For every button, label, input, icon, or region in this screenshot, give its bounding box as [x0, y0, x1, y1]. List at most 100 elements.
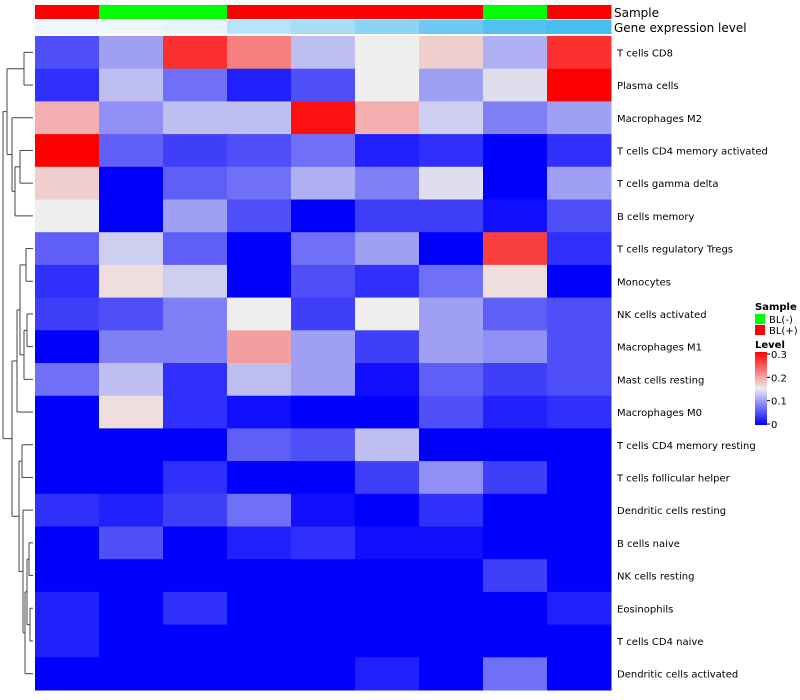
heatmap-cell [355, 428, 420, 462]
heatmap-cell [419, 134, 484, 168]
heatmap-cell [547, 461, 612, 495]
heatmap-cell [483, 591, 548, 626]
heatmap-cell [547, 232, 612, 266]
heatmap-cell [163, 428, 228, 462]
heatmap-cell [163, 232, 228, 266]
heatmap-cell [291, 264, 356, 299]
heatmap-cell [99, 591, 164, 626]
heatmap-cell [547, 264, 612, 299]
heatmap-cell [163, 526, 228, 560]
heatmap-cell [35, 232, 100, 266]
heatmap-cell [547, 101, 612, 135]
heatmap-cell [291, 101, 356, 135]
heatmap-cell [99, 395, 164, 429]
expression-track-label: Gene expression level [614, 21, 747, 35]
sample-legend-label: BL(+) [769, 326, 798, 337]
heatmap-cell [35, 428, 100, 462]
heatmap-cell [35, 68, 100, 102]
level-ticks: 0.3 0.2 0.1 0 [767, 350, 787, 431]
expression-annotation-cell [163, 20, 228, 34]
heatmap-cell [99, 134, 164, 168]
heatmap-cell [35, 101, 100, 135]
heatmap-cell [547, 134, 612, 168]
heatmap-cell [99, 166, 164, 200]
heatmap-cell [547, 526, 612, 560]
heatmap-cell [483, 297, 548, 331]
heatmap-cell [227, 428, 292, 462]
heatmap-cell [35, 297, 100, 331]
heatmap-cell [35, 591, 100, 626]
row-label: Macrophages M2 [617, 114, 702, 125]
heatmap-cell [483, 526, 548, 560]
heatmap-cell [163, 591, 228, 626]
heatmap-cell [547, 657, 612, 691]
sample-annotation-cell [355, 5, 420, 19]
heatmap-cell [547, 36, 612, 70]
heatmap-cell [227, 461, 292, 495]
sample-legend-swatch [755, 314, 765, 324]
heatmap-cell [227, 624, 292, 658]
heatmap-cell [419, 166, 484, 200]
heatmap-cell [227, 657, 292, 691]
heatmap-cell [547, 68, 612, 102]
heatmap-cell [355, 657, 420, 691]
heatmap-cell [547, 624, 612, 658]
row-label: Macrophages M1 [617, 343, 702, 354]
heatmap-cell [547, 297, 612, 331]
heatmap-cell [355, 526, 420, 560]
sample-annotation-cell [483, 5, 548, 19]
heatmap-cell [483, 36, 548, 70]
heatmap-cell [291, 559, 356, 593]
expression-annotation-cell [483, 20, 548, 34]
heatmap-cell [355, 36, 420, 70]
heatmap-cell [99, 461, 164, 495]
heatmap-cell [419, 591, 484, 626]
heatmap-cell [227, 101, 292, 135]
heatmap-cell [547, 559, 612, 593]
row-label: T cells gamma delta [616, 179, 718, 190]
level-tick-label: 0.3 [771, 350, 787, 361]
heatmap-cell [419, 330, 484, 364]
heatmap-cell [419, 264, 484, 299]
heatmap-cell [547, 395, 612, 429]
heatmap-cell [35, 526, 100, 560]
heatmap-cell [547, 363, 612, 397]
heatmap-cell [419, 624, 484, 658]
sample-annotation-cell [35, 5, 100, 19]
heatmap-cell [483, 657, 548, 691]
heatmap-cell [291, 428, 356, 462]
heatmap-cell [99, 297, 164, 331]
heatmap-cell [163, 101, 228, 135]
heatmap-cell [35, 264, 100, 299]
heatmap-cell [419, 657, 484, 691]
heatmap-cell [483, 101, 548, 135]
heatmap-cell [419, 232, 484, 266]
row-label: NK cells resting [617, 572, 694, 583]
heatmap-cell [35, 363, 100, 397]
heatmap-cell [163, 134, 228, 168]
heatmap-cell [163, 264, 228, 299]
heatmap-cell [99, 526, 164, 560]
expression-annotation-cell [291, 20, 356, 34]
sample-annotation-cell [99, 5, 164, 19]
row-label: Eosinophils [617, 604, 673, 615]
heatmap-cell [483, 395, 548, 429]
heatmap-cell [35, 559, 100, 593]
heatmap-cell [227, 330, 292, 364]
sample-annotation-track [35, 5, 612, 19]
heatmap-cell [227, 199, 292, 233]
heatmap-cell [483, 232, 548, 266]
heatmap-cell [99, 68, 164, 102]
heatmap-cell [99, 36, 164, 70]
heatmap-cell [163, 395, 228, 429]
heatmap-cell [355, 68, 420, 102]
heatmap-cell [99, 199, 164, 233]
heatmap-cell [419, 101, 484, 135]
heatmap-cell [547, 199, 612, 233]
heatmap-cell [99, 657, 164, 691]
heatmap-cell [291, 297, 356, 331]
expression-annotation-cell [35, 20, 100, 34]
heatmap-cell [419, 68, 484, 102]
heatmap-cell [163, 68, 228, 102]
heatmap-cell [35, 493, 100, 527]
